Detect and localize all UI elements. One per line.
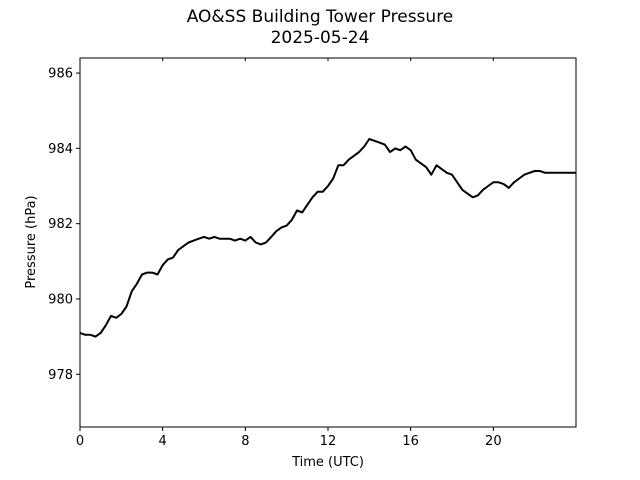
chart-subtitle: 2025-05-24 bbox=[270, 28, 370, 48]
x-tick-label: 20 bbox=[485, 434, 502, 449]
x-tick-label: 12 bbox=[320, 434, 337, 449]
y-tick-label: 978 bbox=[48, 368, 73, 383]
x-tick-label: 16 bbox=[402, 434, 419, 449]
pressure-series-line bbox=[79, 138, 576, 338]
chart-title: AO&SS Building Tower Pressure bbox=[186, 7, 454, 27]
x-tick-label: 4 bbox=[159, 434, 167, 449]
y-tick-label: 980 bbox=[48, 292, 73, 307]
y-axis-ticks: 978 980 982 984 986 bbox=[48, 67, 80, 383]
x-tick-label: 0 bbox=[76, 434, 84, 449]
x-tick-label: 8 bbox=[241, 434, 249, 449]
y-tick-label: 984 bbox=[48, 142, 73, 157]
y-tick-label: 982 bbox=[48, 217, 73, 232]
plot-area-frame bbox=[79, 57, 577, 428]
x-axis-ticks: 0 4 8 12 16 20 bbox=[76, 58, 502, 449]
y-tick-label: 986 bbox=[48, 67, 73, 82]
x-axis-label: Time (UTC) bbox=[291, 455, 364, 470]
y-axis-label: Pressure (hPa) bbox=[24, 195, 39, 288]
